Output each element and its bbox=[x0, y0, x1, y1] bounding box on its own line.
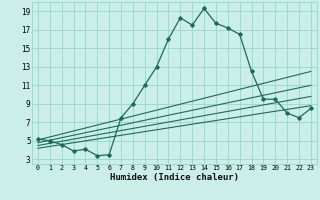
X-axis label: Humidex (Indice chaleur): Humidex (Indice chaleur) bbox=[110, 173, 239, 182]
